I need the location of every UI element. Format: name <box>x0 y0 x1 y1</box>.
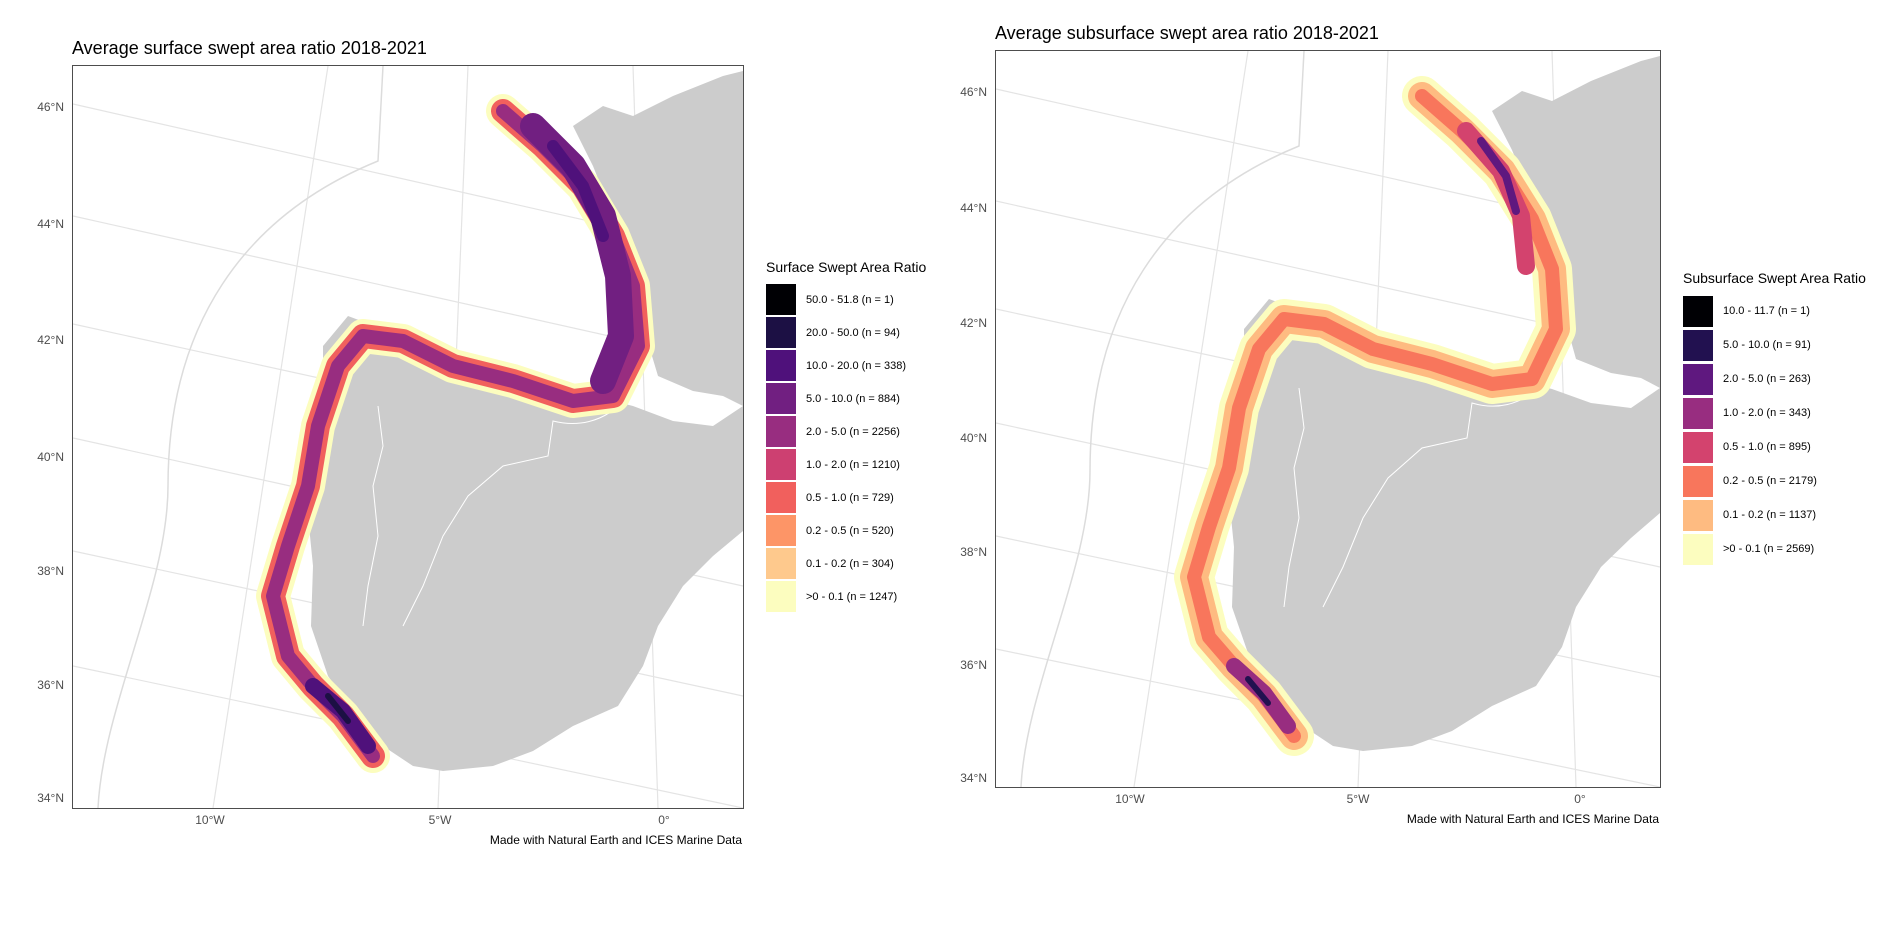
legend-label: 10.0 - 20.0 (n = 338) <box>806 359 906 372</box>
legend-item: 50.0 - 51.8 (n = 1) <box>766 283 926 316</box>
legend-item: 0.1 - 0.2 (n = 304) <box>766 547 926 580</box>
legend-item: 1.0 - 2.0 (n = 1210) <box>766 448 926 481</box>
surface-legend: Surface Swept Area Ratio 50.0 - 51.8 (n … <box>766 259 926 613</box>
legend-swatch <box>766 416 796 447</box>
lat-tick: 34°N <box>960 771 987 785</box>
subsurface-map-frame <box>995 50 1661 788</box>
lat-tick: 42°N <box>960 316 987 330</box>
legend-title: Subsurface Swept Area Ratio <box>1683 270 1866 286</box>
legend-swatch <box>766 284 796 315</box>
legend-label: 1.0 - 2.0 (n = 343) <box>1723 407 1811 419</box>
lon-tick: 10°W <box>195 813 225 827</box>
legend-swatch <box>1683 533 1713 565</box>
legend-item: 0.2 - 0.5 (n = 520) <box>766 514 926 547</box>
lat-tick: 44°N <box>960 201 987 215</box>
legend-swatch <box>766 350 796 381</box>
legend-label: 0.5 - 1.0 (n = 895) <box>1723 441 1811 453</box>
legend-item: 10.0 - 11.7 (n = 1) <box>1683 294 1866 328</box>
subsurface-legend: Subsurface Swept Area Ratio 10.0 - 11.7 … <box>1683 270 1866 566</box>
legend-label: 0.1 - 0.2 (n = 304) <box>806 557 894 570</box>
surface-map-frame <box>72 65 744 809</box>
legend-label: 0.2 - 0.5 (n = 520) <box>806 524 894 537</box>
legend-item: 5.0 - 10.0 (n = 884) <box>766 382 926 415</box>
legend-item: 2.0 - 5.0 (n = 263) <box>1683 362 1866 396</box>
legend-label: >0 - 0.1 (n = 1247) <box>806 590 898 603</box>
map-credit: Made with Natural Earth and ICES Marine … <box>489 833 742 847</box>
legend-label: 20.0 - 50.0 (n = 94) <box>806 326 900 339</box>
lat-tick: 36°N <box>37 678 64 692</box>
surface-map-title: Average surface swept area ratio 2018-20… <box>72 38 427 58</box>
legend-item: 0.5 - 1.0 (n = 895) <box>1683 430 1866 464</box>
legend-label: 50.0 - 51.8 (n = 1) <box>806 293 894 306</box>
lon-tick: 5°W <box>428 813 452 827</box>
legend-item: 2.0 - 5.0 (n = 2256) <box>766 415 926 448</box>
lat-tick: 40°N <box>37 450 64 464</box>
map-credit: Made with Natural Earth and ICES Marine … <box>1406 812 1659 826</box>
lat-tick: 44°N <box>37 217 64 231</box>
legend-label: 0.2 - 0.5 (n = 2179) <box>1723 475 1817 487</box>
legend-label: 0.5 - 1.0 (n = 729) <box>806 491 894 504</box>
legend-swatch <box>766 317 796 348</box>
legend-label: >0 - 0.1 (n = 2569) <box>1723 543 1815 555</box>
legend-swatch <box>1683 363 1713 395</box>
lat-tick: 36°N <box>960 658 987 672</box>
legend-label: 10.0 - 11.7 (n = 1) <box>1723 305 1810 317</box>
legend-swatch <box>766 482 796 513</box>
legend-label: 5.0 - 10.0 (n = 884) <box>806 392 900 405</box>
legend-label: 0.1 - 0.2 (n = 1137) <box>1723 509 1817 521</box>
lon-tick: 10°W <box>1115 792 1145 806</box>
legend-swatch <box>1683 329 1713 361</box>
legend-label: 2.0 - 5.0 (n = 263) <box>1723 373 1811 385</box>
france-land <box>1492 56 1660 388</box>
legend-item: 1.0 - 2.0 (n = 343) <box>1683 396 1866 430</box>
france-land <box>573 71 743 406</box>
legend-swatch <box>766 449 796 480</box>
legend-item: >0 - 0.1 (n = 2569) <box>1683 532 1866 566</box>
legend-item: 20.0 - 50.0 (n = 94) <box>766 316 926 349</box>
subsurface-map-canvas <box>996 51 1660 787</box>
legend-swatch <box>1683 499 1713 531</box>
legend-swatch <box>1683 431 1713 463</box>
legend-item: 10.0 - 20.0 (n = 338) <box>766 349 926 382</box>
legend-label: 1.0 - 2.0 (n = 1210) <box>806 458 900 471</box>
legend-item: 5.0 - 10.0 (n = 91) <box>1683 328 1866 362</box>
lat-tick: 34°N <box>37 791 64 805</box>
legend-swatch <box>1683 295 1713 327</box>
lon-tick: 0° <box>658 813 670 827</box>
lat-tick: 46°N <box>960 85 987 99</box>
legend-swatch <box>766 383 796 414</box>
surface-map-canvas <box>73 66 743 808</box>
legend-title: Surface Swept Area Ratio <box>766 259 927 275</box>
iberia-land <box>308 316 743 771</box>
legend-item: 0.1 - 0.2 (n = 1137) <box>1683 498 1866 532</box>
legend-swatch <box>1683 397 1713 429</box>
iberia-land <box>1229 299 1660 751</box>
legend-label: 5.0 - 10.0 (n = 91) <box>1723 339 1811 351</box>
subsurface-map-title: Average subsurface swept area ratio 2018… <box>995 23 1379 43</box>
lon-tick: 5°W <box>1346 792 1370 806</box>
lat-tick: 38°N <box>37 564 64 578</box>
legend-swatch <box>766 581 796 612</box>
lat-tick: 42°N <box>37 333 64 347</box>
legend-swatch <box>766 515 796 546</box>
legend-swatch <box>1683 465 1713 497</box>
legend-label: 2.0 - 5.0 (n = 2256) <box>806 425 900 438</box>
lon-tick: 0° <box>1574 792 1586 806</box>
lat-tick: 38°N <box>960 545 987 559</box>
lat-tick: 40°N <box>960 431 987 445</box>
legend-item: 0.5 - 1.0 (n = 729) <box>766 481 926 514</box>
lat-tick: 46°N <box>37 100 64 114</box>
legend-swatch <box>766 548 796 579</box>
legend-item: 0.2 - 0.5 (n = 2179) <box>1683 464 1866 498</box>
legend-item: >0 - 0.1 (n = 1247) <box>766 580 926 613</box>
